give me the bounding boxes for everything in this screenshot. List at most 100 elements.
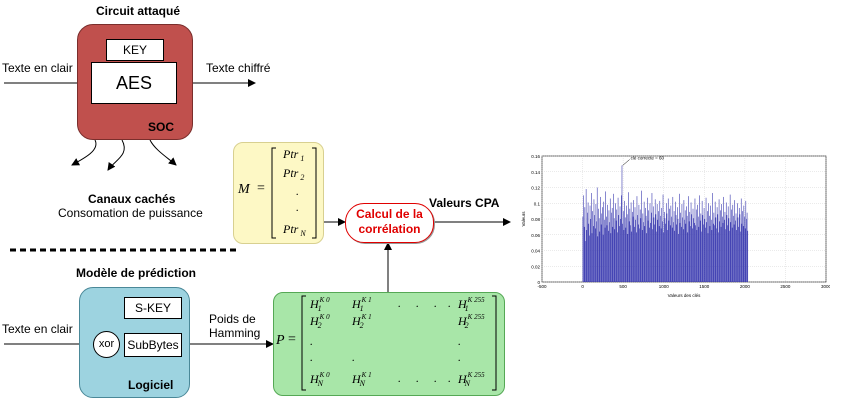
bar <box>649 203 651 282</box>
x-axis-label: Valeurs des clés <box>668 293 701 298</box>
side-channels-subtitle: Consomation de puissance <box>58 206 203 220</box>
bar <box>745 200 747 282</box>
bar <box>694 222 695 282</box>
bar <box>684 210 686 282</box>
bar <box>737 217 739 282</box>
bar <box>693 218 694 282</box>
bar <box>712 223 714 282</box>
bar <box>682 217 683 282</box>
bar <box>665 203 667 282</box>
bar <box>744 216 745 282</box>
bar <box>739 214 741 282</box>
y-axis-label: Valeurs <box>521 211 526 227</box>
bar <box>683 200 685 282</box>
bar <box>691 214 693 282</box>
bar <box>735 213 737 282</box>
bar <box>713 212 715 282</box>
bar <box>586 230 588 282</box>
bar <box>630 225 631 282</box>
bar <box>650 212 652 282</box>
bar <box>593 199 595 282</box>
bar <box>650 222 651 282</box>
bar <box>714 225 715 282</box>
bar <box>621 165 623 282</box>
bar <box>687 232 689 282</box>
bar <box>596 221 597 282</box>
bar <box>655 214 657 282</box>
bar <box>588 223 590 282</box>
bar <box>630 202 632 282</box>
bar <box>664 211 665 282</box>
prediction-matrix-lhs: P <box>276 333 285 348</box>
bar <box>587 202 589 282</box>
bar <box>738 226 739 282</box>
prediction-cell: HK 02 <box>310 313 330 330</box>
bar <box>594 215 595 282</box>
prediction-dot: . <box>434 371 437 385</box>
bar <box>699 195 700 282</box>
y-tick-label: 0.16 <box>531 154 540 159</box>
bar <box>736 230 737 282</box>
y-tick-label: 0.06 <box>531 233 540 238</box>
bar <box>589 235 590 282</box>
bar <box>673 222 674 282</box>
bar <box>640 218 642 282</box>
bar <box>718 232 719 282</box>
bar <box>705 197 707 282</box>
aes-label: AES <box>115 73 153 93</box>
bar <box>651 193 653 282</box>
bar <box>721 204 722 282</box>
bar <box>584 207 586 282</box>
bar <box>660 228 662 282</box>
bar <box>731 209 732 282</box>
bar <box>637 215 638 282</box>
bar <box>598 208 599 282</box>
y-tick-label: 0.02 <box>531 264 540 269</box>
bar <box>602 207 603 282</box>
bar <box>740 231 741 282</box>
bar <box>613 193 614 282</box>
bar <box>677 219 679 282</box>
prediction-dot: . <box>434 296 437 310</box>
bar <box>730 222 732 282</box>
prediction-cell: HK 2551 <box>458 296 485 313</box>
bar <box>645 207 646 282</box>
bar <box>692 208 694 282</box>
bar <box>591 233 593 282</box>
bar <box>643 222 644 282</box>
bar <box>697 216 699 282</box>
bar <box>697 204 698 282</box>
x-tick-label: 1000 <box>659 284 670 289</box>
bar <box>663 232 664 282</box>
bar <box>686 206 687 282</box>
prediction-dot: . <box>398 296 401 310</box>
bar <box>644 226 646 282</box>
bar <box>619 206 621 282</box>
bar <box>677 207 678 282</box>
bar <box>722 216 723 282</box>
side-channels-title: Canaux cachés <box>88 192 176 206</box>
prediction-cell: . <box>352 350 355 364</box>
bar <box>685 223 687 282</box>
y-tick-label: 0 <box>537 280 540 285</box>
bar <box>656 204 658 282</box>
bar <box>634 226 635 282</box>
prediction-cell: HK 12 <box>352 313 372 330</box>
bar <box>737 203 738 282</box>
bar <box>609 198 611 282</box>
software-label: Logiciel <box>128 378 174 392</box>
bar <box>654 224 655 282</box>
prediction-dot: . <box>448 371 451 385</box>
bar <box>728 218 730 282</box>
hamming-label-line1: Poids de <box>209 312 256 326</box>
bar <box>671 227 673 282</box>
bar <box>733 215 734 282</box>
bar <box>619 226 620 282</box>
bar <box>637 224 639 282</box>
bar <box>660 215 661 282</box>
bar <box>589 205 591 282</box>
bar <box>658 211 659 282</box>
soc-label: SOC <box>148 120 175 134</box>
bar <box>620 219 621 282</box>
x-tick-label: 2500 <box>780 284 791 289</box>
